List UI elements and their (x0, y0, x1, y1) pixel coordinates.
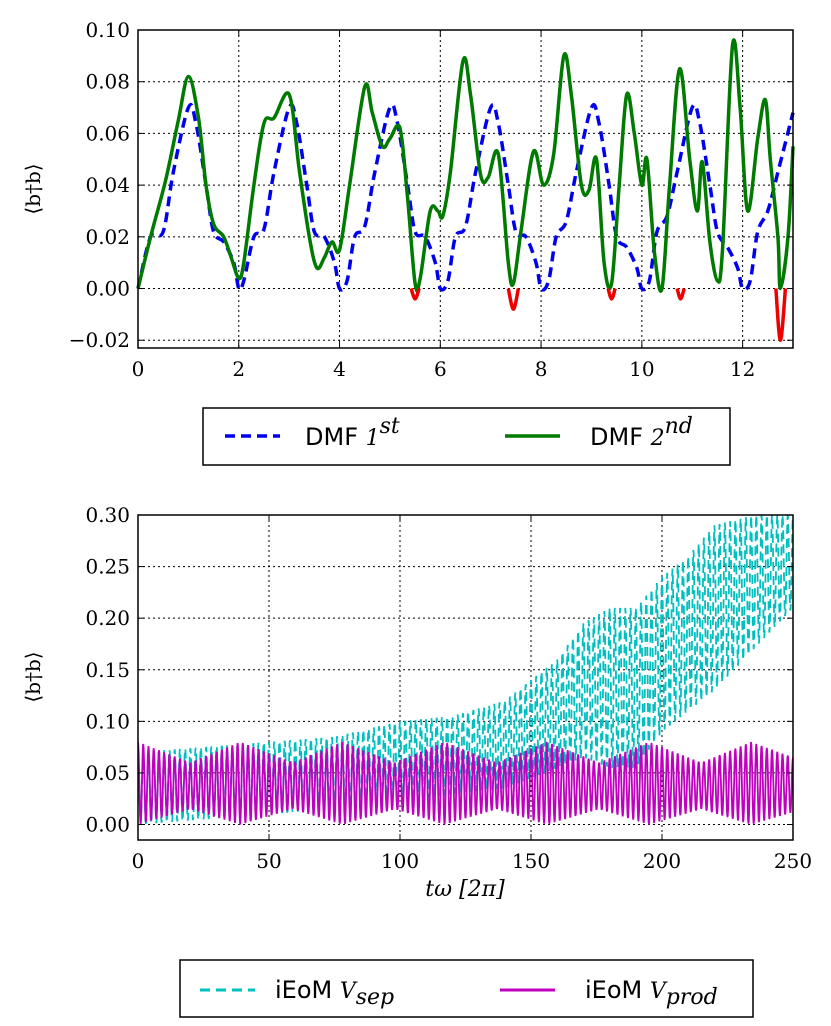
bottom-xtick-label-1: 50 (256, 849, 281, 873)
bottom-legend-box (179, 959, 754, 1018)
top-ytick-label-0: −0.02 (69, 328, 130, 352)
top-negative-segment-1 (506, 288, 521, 311)
bottom-series-line-1 (138, 741, 793, 825)
legend-label-dmf-1st: DMF 1st (305, 414, 400, 451)
top-series-line-0 (136, 102, 795, 292)
bottom-ytick-label-2: 0.10 (85, 709, 130, 733)
bottom-ytick-label-0: 0.00 (85, 813, 130, 837)
bottom-plot-frame (137, 514, 794, 841)
bottom-legend: iEoM Vsep iEoM Vprod (179, 959, 754, 1018)
top-ytick-label-2: 0.02 (85, 225, 130, 249)
bottom-xtick-label-0: 0 (132, 849, 145, 873)
bottom-ytick-label-4: 0.20 (85, 606, 130, 630)
bottom-xtick-label-4: 200 (643, 849, 681, 873)
top-ytick-label-6: 0.10 (85, 18, 130, 42)
top-xtick-label-0: 0 (132, 357, 145, 381)
bottom-x-axis-label: tω [2π] (425, 877, 505, 902)
bottom-xtick-label-2: 100 (381, 849, 419, 873)
bottom-xtick-label-5: 250 (774, 849, 812, 873)
legend-label-dmf-2nd: DMF 2nd (590, 414, 693, 451)
top-xtick-label-5: 10 (629, 357, 654, 381)
bottom-panel: 0 50 100 150 200 250 0.00 0.05 0.10 0.15 0.20 0.25 0… (21, 503, 812, 902)
bottom-series (138, 515, 793, 825)
top-panel: 0 2 4 6 8 10 12 −0.02 0.00 0.02 0.04 0.06 0.08 0.10 ⟨… (21, 18, 795, 381)
top-ytick-label-4: 0.06 (85, 121, 130, 145)
top-legend: DMF 1st DMF 2nd (202, 407, 731, 466)
top-negative-segment-0 (409, 287, 421, 301)
top-negative-segment-3 (675, 287, 686, 301)
legend-label-ieom-vprod: iEoM Vprod (585, 976, 718, 1010)
top-ytick-label-5: 0.08 (85, 70, 130, 94)
top-series-line-1 (136, 38, 795, 293)
top-legend-box (202, 407, 731, 466)
bottom-xtick-label-3: 150 (512, 849, 550, 873)
top-y-axis-label: ⟨b†b⟩ (21, 163, 45, 214)
bottom-ytick-label-5: 0.25 (85, 555, 130, 579)
legend-label-ieom-vsep: iEoM Vsep (275, 976, 394, 1010)
bottom-ytick-label-3: 0.15 (85, 658, 130, 682)
top-negative-segment-4 (774, 288, 788, 342)
top-ytick-label-3: 0.04 (85, 173, 130, 197)
top-xtick-label-1: 2 (232, 357, 245, 381)
top-negative-segment-2 (606, 287, 617, 301)
top-ytick-label-1: 0.00 (85, 277, 130, 301)
top-plot-frame (137, 29, 794, 349)
bottom-ytick-label-6: 0.30 (85, 503, 130, 527)
top-xtick-label-3: 6 (434, 357, 447, 381)
top-series (136, 38, 795, 342)
bottom-ticks: 0 50 100 150 200 250 0.00 0.05 0.10 0.15 0.20 0.25 0… (85, 503, 812, 873)
top-xtick-label-4: 8 (535, 357, 548, 381)
top-xtick-label-2: 4 (333, 357, 346, 381)
bottom-y-axis-label: ⟨b†b⟩ (21, 651, 45, 702)
top-ticks: 0 2 4 6 8 10 12 −0.02 0.00 0.02 0.04 0.06 0.08 0.10 (69, 18, 793, 381)
top-xtick-label-6: 12 (730, 357, 755, 381)
bottom-ytick-label-1: 0.05 (85, 761, 130, 785)
